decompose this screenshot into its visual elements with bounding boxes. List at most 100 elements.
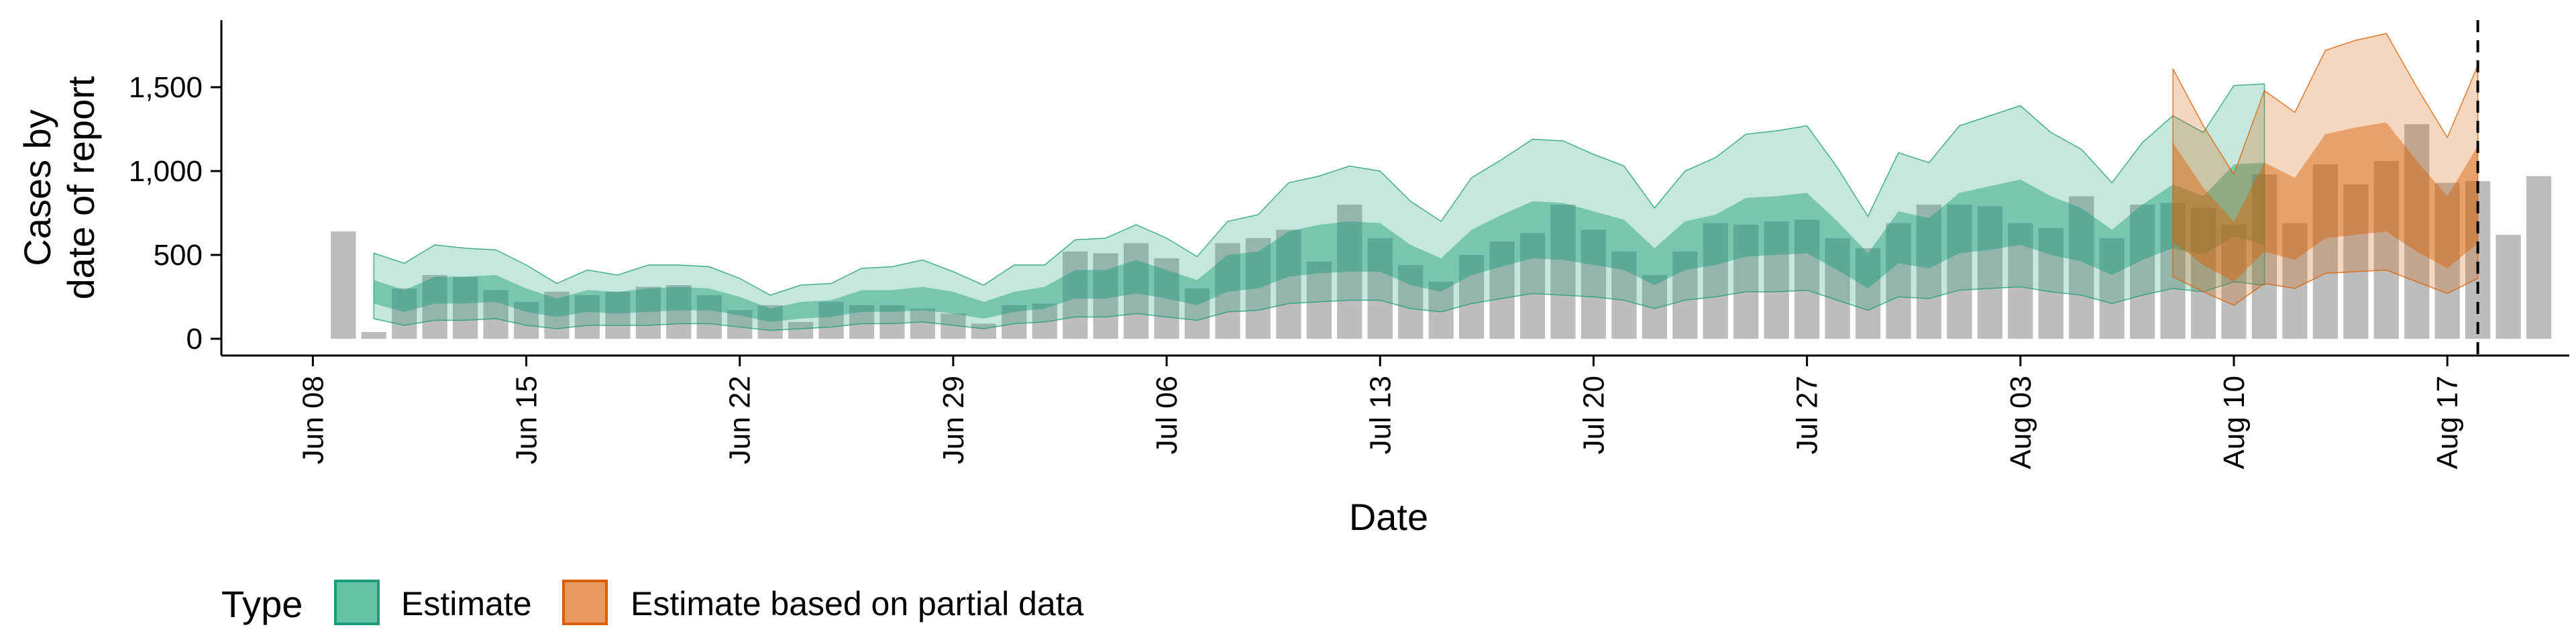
case-bar bbox=[1184, 288, 1210, 339]
case-bar bbox=[453, 276, 478, 339]
case-bar bbox=[1916, 205, 1942, 339]
case-bar bbox=[1002, 305, 1027, 339]
case-bar bbox=[849, 305, 875, 339]
case-bar bbox=[1124, 243, 1149, 339]
case-bar bbox=[696, 295, 722, 339]
case-bar bbox=[2496, 235, 2521, 339]
case-bar bbox=[1489, 241, 1515, 339]
case-bar bbox=[392, 288, 417, 339]
partial-estimate-outer-band bbox=[2172, 33, 2479, 306]
axes bbox=[220, 20, 2569, 357]
case-bar bbox=[2069, 196, 2094, 339]
case-bar bbox=[1032, 303, 1057, 339]
case-bar bbox=[513, 302, 539, 339]
case-bar bbox=[361, 332, 386, 339]
case-bar bbox=[1428, 282, 1454, 339]
case-bar bbox=[2190, 208, 2216, 339]
case-bar bbox=[1276, 229, 1301, 339]
case-bar bbox=[1825, 238, 1850, 339]
case-bar bbox=[1245, 238, 1271, 339]
x-tick-label: Jun 29 bbox=[937, 376, 970, 464]
case-bar bbox=[422, 275, 447, 339]
case-bar bbox=[1977, 206, 2002, 339]
y-axis-ticks: 0 500 1,000 1,500 bbox=[129, 71, 221, 356]
case-bar bbox=[605, 292, 631, 339]
x-tick-label: Jul 06 bbox=[1150, 376, 1183, 454]
x-tick-label: Jun 08 bbox=[297, 376, 329, 464]
case-bar bbox=[757, 305, 783, 339]
y-axis-title-line-1: Cases by bbox=[16, 109, 58, 266]
x-tick-label: Aug 10 bbox=[2218, 376, 2251, 469]
case-bar bbox=[1855, 248, 1881, 339]
case-bar bbox=[879, 305, 905, 339]
case-bar bbox=[2373, 161, 2399, 339]
case-bar bbox=[2099, 238, 2125, 339]
case-bar bbox=[544, 292, 570, 339]
case-bar bbox=[2130, 205, 2155, 339]
case-bar bbox=[1337, 205, 1362, 339]
partial-estimate-inner-band bbox=[2173, 122, 2478, 282]
case-bar bbox=[1580, 229, 1607, 339]
x-tick-label: Aug 03 bbox=[2004, 376, 2037, 469]
case-bar bbox=[1306, 262, 1332, 339]
case-bar bbox=[1367, 238, 1393, 339]
case-bars bbox=[331, 124, 2552, 339]
case-bar bbox=[2404, 124, 2430, 339]
estimate-outer-band bbox=[373, 83, 2265, 331]
legend-label-estimate: Estimate bbox=[401, 585, 532, 623]
case-bar bbox=[1459, 255, 1485, 339]
case-bar bbox=[1703, 223, 1728, 339]
case-bar bbox=[1764, 221, 1789, 339]
case-bar bbox=[1215, 243, 1240, 339]
estimate-bands bbox=[373, 33, 2479, 331]
x-tick-label: Jul 13 bbox=[1364, 376, 1397, 454]
case-bar bbox=[1672, 252, 1698, 339]
case-bar bbox=[1398, 265, 1424, 339]
case-bar bbox=[1519, 233, 1546, 339]
y-tick-label: 1,500 bbox=[129, 71, 203, 104]
legend-swatch-estimate bbox=[334, 580, 380, 625]
legend-swatch-partial-estimate bbox=[562, 580, 608, 625]
case-bar bbox=[2526, 176, 2552, 339]
case-bar bbox=[483, 290, 508, 339]
case-bar bbox=[727, 310, 753, 339]
case-bar bbox=[574, 295, 600, 339]
case-bar bbox=[1093, 253, 1118, 339]
case-bar bbox=[2343, 184, 2369, 339]
x-tick-label: Jul 20 bbox=[1577, 376, 1610, 454]
estimate-inner-band bbox=[374, 162, 2265, 322]
case-bar bbox=[2282, 223, 2308, 339]
legend-title: Type bbox=[221, 583, 303, 625]
x-axis-title: Date bbox=[1349, 496, 1428, 538]
case-bar bbox=[1794, 219, 1820, 339]
case-bar bbox=[788, 322, 814, 339]
case-bar bbox=[1886, 223, 1911, 339]
case-bar bbox=[1947, 205, 1972, 339]
case-bar bbox=[635, 286, 661, 339]
case-bar bbox=[1611, 252, 1637, 339]
x-axis-ticks: Jun 08 Jun 15 Jun 22 Jun 29 Jul 06 Jul 13 Jul … bbox=[297, 356, 2464, 469]
case-bar bbox=[1154, 258, 1179, 339]
case-bar bbox=[331, 231, 356, 339]
legend: Type Estimate Estimate based on partial … bbox=[221, 580, 1084, 625]
case-bar bbox=[910, 309, 936, 339]
case-bar bbox=[818, 302, 844, 339]
case-bar bbox=[2312, 164, 2338, 339]
y-axis-title-line-2: date of report bbox=[60, 76, 102, 300]
y-tick-label: 1,000 bbox=[129, 155, 203, 188]
case-bar bbox=[1063, 252, 1088, 339]
x-tick-label: Jun 22 bbox=[724, 376, 757, 464]
case-bar bbox=[1550, 205, 1576, 339]
y-tick-label: 0 bbox=[186, 323, 203, 356]
x-tick-label: Aug 17 bbox=[2431, 376, 2464, 469]
x-tick-label: Jul 27 bbox=[1791, 376, 1824, 454]
legend-label-partial-estimate: Estimate based on partial data bbox=[631, 585, 1084, 623]
case-bar bbox=[2038, 228, 2063, 339]
case-bar bbox=[1733, 225, 1759, 339]
case-bar bbox=[2008, 223, 2033, 339]
case-bar bbox=[666, 285, 692, 339]
case-bar bbox=[2434, 182, 2460, 339]
case-bar bbox=[1642, 275, 1667, 339]
y-tick-label: 500 bbox=[154, 239, 203, 272]
